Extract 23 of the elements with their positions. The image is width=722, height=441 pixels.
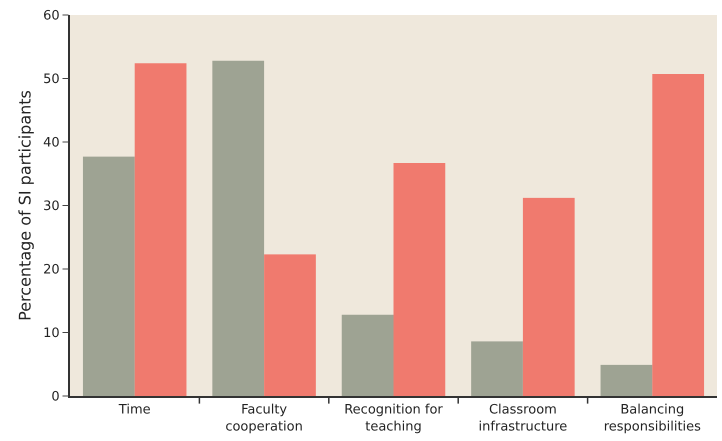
x-tick-label: Time (118, 402, 151, 418)
bar (471, 341, 523, 396)
y-tick-label: 50 (43, 72, 60, 88)
bar (652, 74, 704, 396)
bar (212, 60, 264, 396)
y-tick-label: 0 (51, 390, 60, 405)
x-tick-label: Recognition for teaching (344, 402, 444, 434)
bar (522, 198, 575, 396)
bar (600, 364, 652, 396)
bar (264, 254, 316, 396)
y-tick-label: 40 (43, 136, 60, 151)
x-tick-label: Faculty cooperation (225, 402, 303, 434)
y-tick-label: 60 (43, 8, 60, 24)
y-tick-label: 20 (43, 262, 60, 278)
bar (394, 162, 446, 396)
y-tick-label: 10 (43, 326, 60, 342)
y-axis-title: Percentage of SI participants (16, 90, 35, 321)
x-tick-label: Classroom infrastructure (478, 402, 568, 434)
x-tick-label: Balancing responsibilities (604, 402, 702, 434)
y-tick-label: 30 (43, 199, 60, 214)
bar (134, 63, 186, 396)
bar (342, 314, 394, 396)
bar (82, 156, 135, 396)
